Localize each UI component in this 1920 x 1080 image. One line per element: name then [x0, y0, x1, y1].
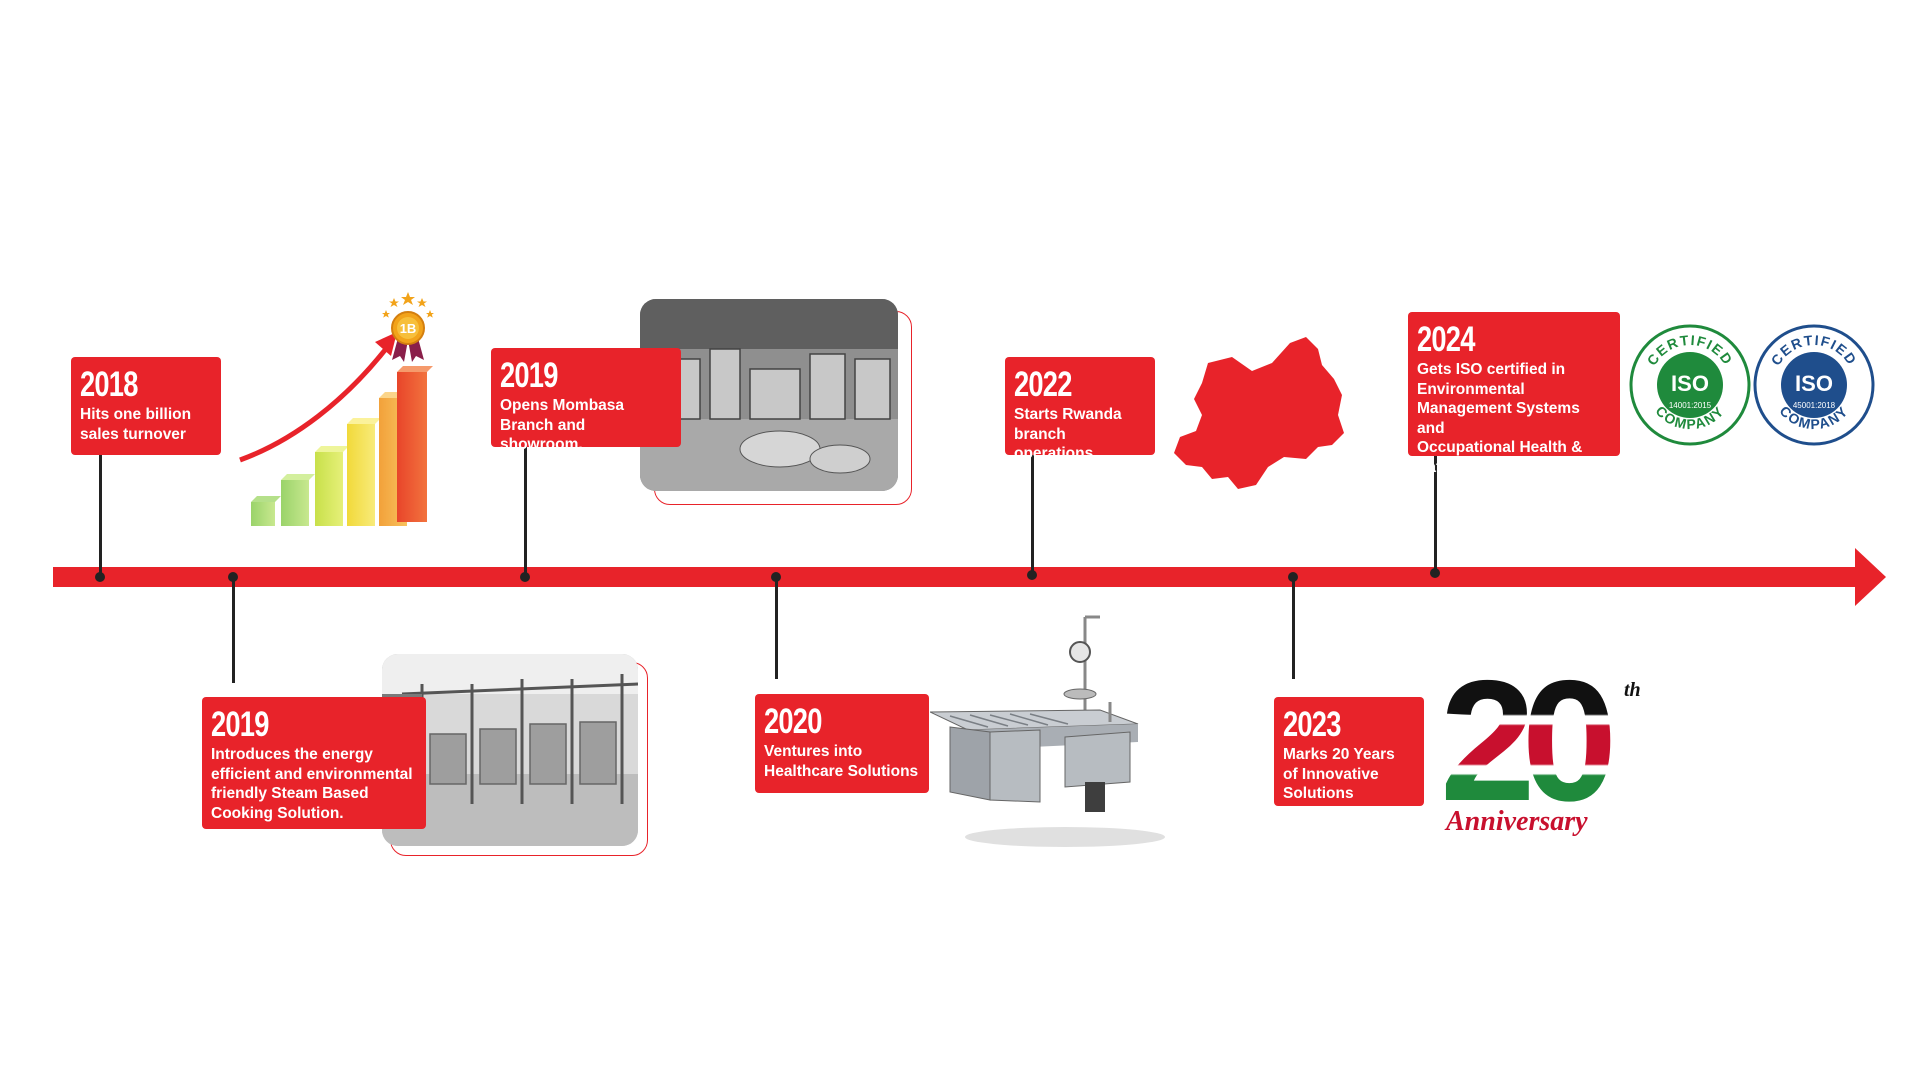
milestone-2020: 2020 Ventures into Healthcare Solutions [755, 694, 929, 793]
milestone-year: 2022 [1014, 365, 1072, 404]
connector-stem [1031, 432, 1034, 577]
badge-code: 14001:2015 [1669, 401, 1712, 410]
milestone-2019-steam: 2019 Introduces the energy efficient and… [202, 697, 426, 829]
milestone-text: Hits one billion sales turnover [80, 406, 192, 443]
medal-label: 1B [400, 321, 417, 336]
anniversary-number: 20 [1440, 668, 1611, 837]
milestone-2023: 2023 Marks 20 Years of Innovative Soluti… [1274, 697, 1424, 806]
milestone-text: Gets ISO certified in Environmental Mana… [1417, 361, 1583, 476]
milestone-text: Ventures into Healthcare Solutions [764, 743, 919, 780]
rwanda-map-icon [1172, 335, 1350, 493]
connector-stem [524, 432, 527, 577]
connector-dot [1288, 572, 1298, 582]
connector-dot [1430, 568, 1440, 578]
autopsy-table-icon [929, 612, 1170, 852]
iso-14001-badge: CERTIFIED COMPANY ISO 14001:2015 [1628, 323, 1752, 447]
milestone-2019-mombasa: 2019 Opens Mombasa Branch and showroom. [491, 348, 681, 453]
connector-stem [232, 577, 235, 683]
milestone-2018: 2018 Hits one billion sales turnover [71, 357, 221, 455]
connector-dot [1027, 570, 1037, 580]
milestone-year: 2024 [1417, 320, 1475, 359]
connector-dot [771, 572, 781, 582]
connector-stem [1292, 577, 1295, 679]
anniversary-suffix: th [1624, 679, 1641, 701]
milestone-2024: 2024 Gets ISO certified in Environmental… [1408, 312, 1620, 476]
milestone-text: Introduces the energy efficient and envi… [211, 746, 413, 822]
connector-dot [95, 572, 105, 582]
milestone-year: 2018 [80, 365, 138, 404]
badge-center-text: ISO [1671, 371, 1709, 396]
milestone-2022: 2022 Starts Rwanda branch operations [1005, 357, 1155, 462]
connector-stem [1434, 452, 1437, 577]
milestone-year: 2019 [500, 356, 558, 395]
milestone-text: Marks 20 Years of Innovative Solutions [1283, 746, 1395, 802]
connector-dot [228, 572, 238, 582]
growth-chart-icon [235, 290, 435, 530]
connector-stem [99, 432, 102, 577]
anniversary-word: Anniversary [1444, 806, 1588, 837]
connector-dot [520, 572, 530, 582]
badge-center-text: ISO [1795, 371, 1833, 396]
milestone-text: Starts Rwanda branch operations [1014, 406, 1122, 462]
milestone-text: Opens Mombasa Branch and showroom. [500, 397, 625, 453]
twentieth-anniversary-logo: 20 th Anniversary [1440, 645, 1650, 848]
milestone-year: 2019 [211, 705, 269, 744]
connector-stem [775, 577, 778, 679]
milestone-year: 2023 [1283, 705, 1341, 744]
billion-medal-icon: 1B [378, 290, 438, 365]
showroom-photo [640, 299, 898, 491]
milestone-year: 2020 [764, 702, 822, 741]
iso-45001-badge: CERTIFIED COMPANY ISO 45001:2018 [1752, 323, 1876, 447]
badge-code: 45001:2018 [1793, 401, 1836, 410]
